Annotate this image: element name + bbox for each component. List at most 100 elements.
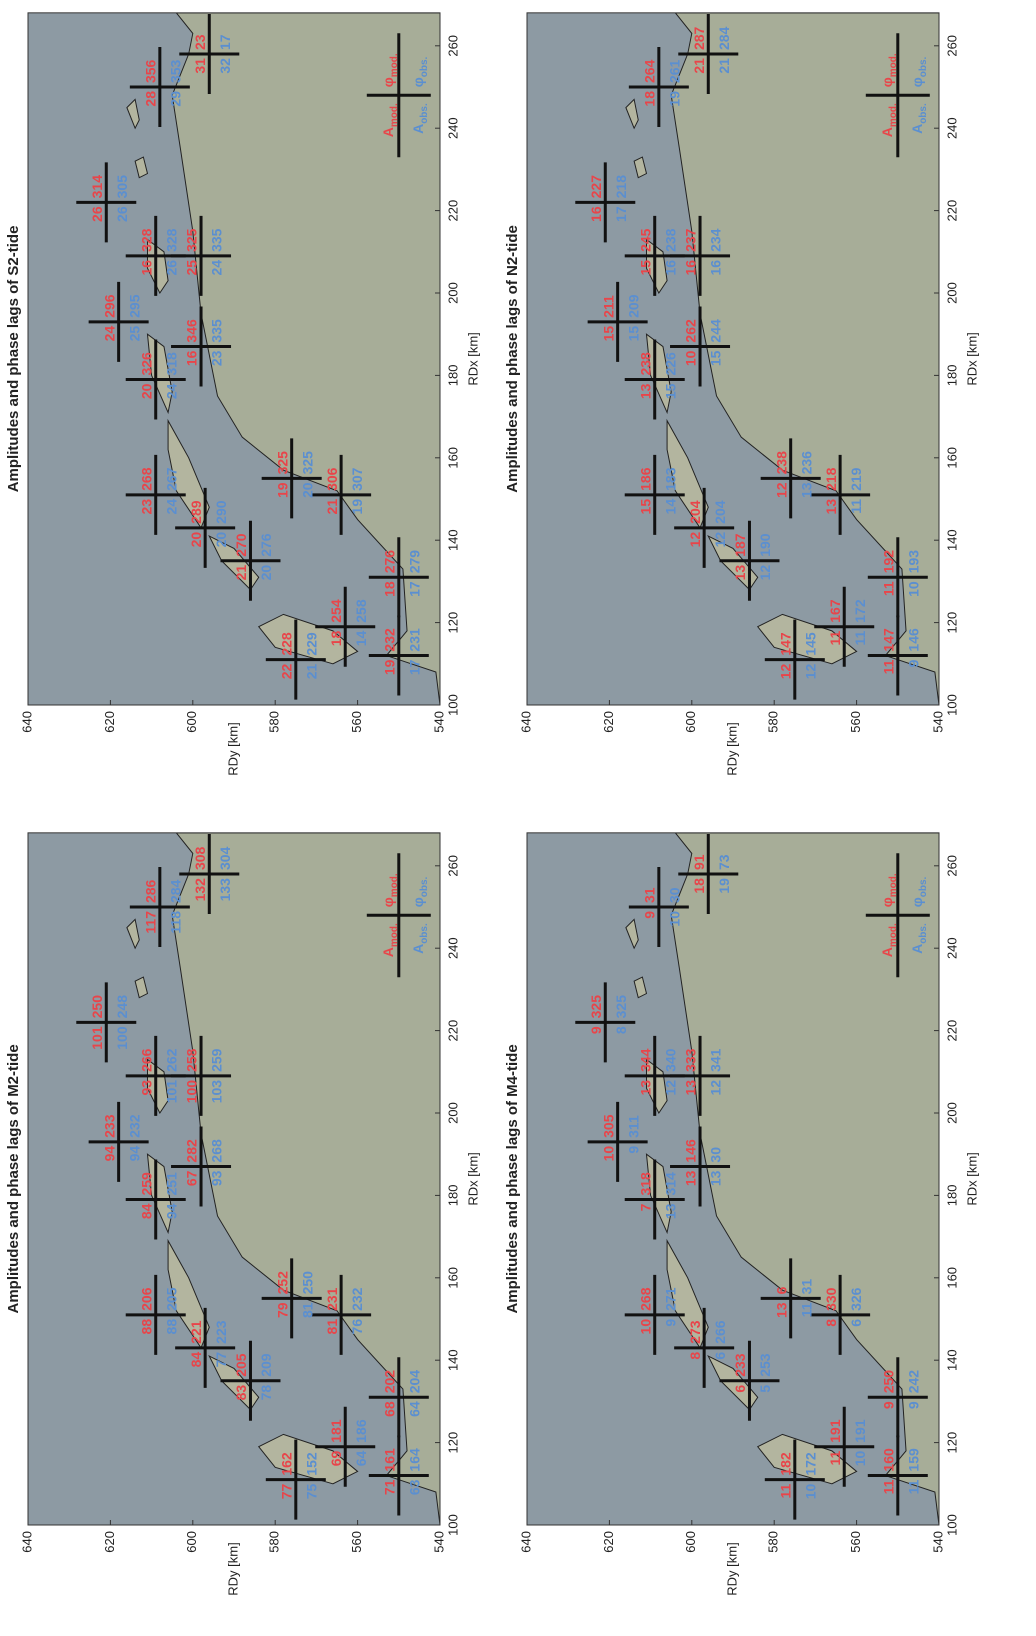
station-value: 183 [662,467,678,491]
station-value: 267 [163,467,179,491]
station-value: 32 [217,58,233,74]
station-cross [760,438,821,519]
station-value: 261 [667,59,683,83]
station-value: 152 [304,1452,320,1476]
station-value: 276 [382,550,398,574]
legend-subscript: mod. [388,923,399,947]
station-value: 10 [906,581,922,597]
station-value: 238 [773,451,789,475]
station-value: 268 [637,1287,653,1311]
station-value: 6 [773,1286,789,1294]
x-tick-label: 260 [944,855,959,877]
station-value: 262 [683,319,699,343]
station-value: 330 [823,1287,839,1311]
station-value: 254 [328,599,344,623]
station-value: 172 [852,599,868,623]
station-cross [814,586,875,667]
station-value: 259 [138,1172,154,1196]
legend-subscript: obs. [917,876,928,897]
station-value: 346 [184,319,200,343]
station-value: 7 [637,1203,653,1211]
station-value: 30 [667,887,683,903]
y-axis-label: RDy [km] [225,1542,240,1595]
station-value: 160 [881,1448,897,1472]
station-value: 20 [188,532,204,548]
station-value: 88 [163,1319,179,1335]
legend-label: Amod. [380,103,400,137]
station-value: 16 [683,260,699,276]
station-value: 12 [662,1080,678,1096]
island [257,613,359,665]
station-value: 264 [642,59,658,83]
station-value: 19 [716,878,732,894]
station-value: 6 [712,1352,728,1360]
legend-subscript: mod. [388,53,399,77]
legend-symbol: φ [410,897,426,907]
station-cross [760,1258,821,1339]
station-value: 307 [349,467,365,491]
station-value: 10 [667,911,683,927]
station-value: 21 [324,499,340,515]
legend-label: Aobs. [909,923,929,954]
station-cross [674,1307,735,1388]
station-cross [179,834,240,915]
station-value: 273 [687,1320,703,1344]
station-value: 17 [613,206,629,222]
map [28,832,440,1525]
station-value: 93 [209,1170,225,1186]
legend-symbol: A [380,127,396,137]
legend-label: φobs. [410,876,430,907]
island [666,1238,709,1349]
y-tick-label: 580 [267,1531,282,1553]
station-value: 26 [114,206,130,222]
station-value: 23 [209,350,225,366]
station-value: 325 [299,451,315,475]
x-tick-label: 200 [445,282,460,304]
legend-label: φobs. [909,876,929,907]
station-value: 94 [126,1146,142,1162]
station-cross [265,619,326,700]
x-tick-label: 220 [944,200,959,222]
y-tick-label: 640 [19,711,34,733]
station-value: 290 [213,500,229,524]
island [633,156,648,179]
x-axis-label: RDx [km] [964,1152,979,1205]
station-cross [76,982,137,1063]
station-value: 344 [637,1048,653,1072]
station-value: 209 [258,1353,274,1377]
legend-label: φmod. [380,873,400,907]
station-cross [678,834,739,915]
island [126,98,140,130]
station-value: 226 [662,352,678,376]
legend-subscript: mod. [388,873,399,897]
station-value: 328 [163,228,179,252]
station-value: 132 [192,878,208,902]
station-value: 75 [304,1483,320,1499]
station-value: 311 [625,1115,641,1138]
y-axis-label: RDy [km] [724,722,739,775]
station-value: 21 [304,663,320,679]
x-tick-label: 140 [944,529,959,551]
station-value: 191 [852,1419,868,1443]
station-cross [670,215,731,296]
station-cross [368,537,429,618]
station-cross [624,339,685,420]
station-value: 83 [233,1385,249,1401]
station-value: 21 [691,58,707,74]
island [756,613,858,665]
station-value: 23 [138,499,154,515]
station-value: 147 [778,632,794,656]
x-tick-label: 200 [944,1102,959,1124]
legend-label: Aobs. [410,103,430,134]
station-cross [670,1126,731,1207]
station-cross [315,586,376,667]
station-value: 219 [848,467,864,491]
station-value: 305 [114,175,130,199]
station-cross [867,615,928,696]
legend-label: φmod. [879,53,899,87]
station-value: 146 [683,1139,699,1163]
station-value: 31 [192,58,208,74]
station-value: 192 [881,550,897,574]
station-value: 325 [613,995,629,1019]
